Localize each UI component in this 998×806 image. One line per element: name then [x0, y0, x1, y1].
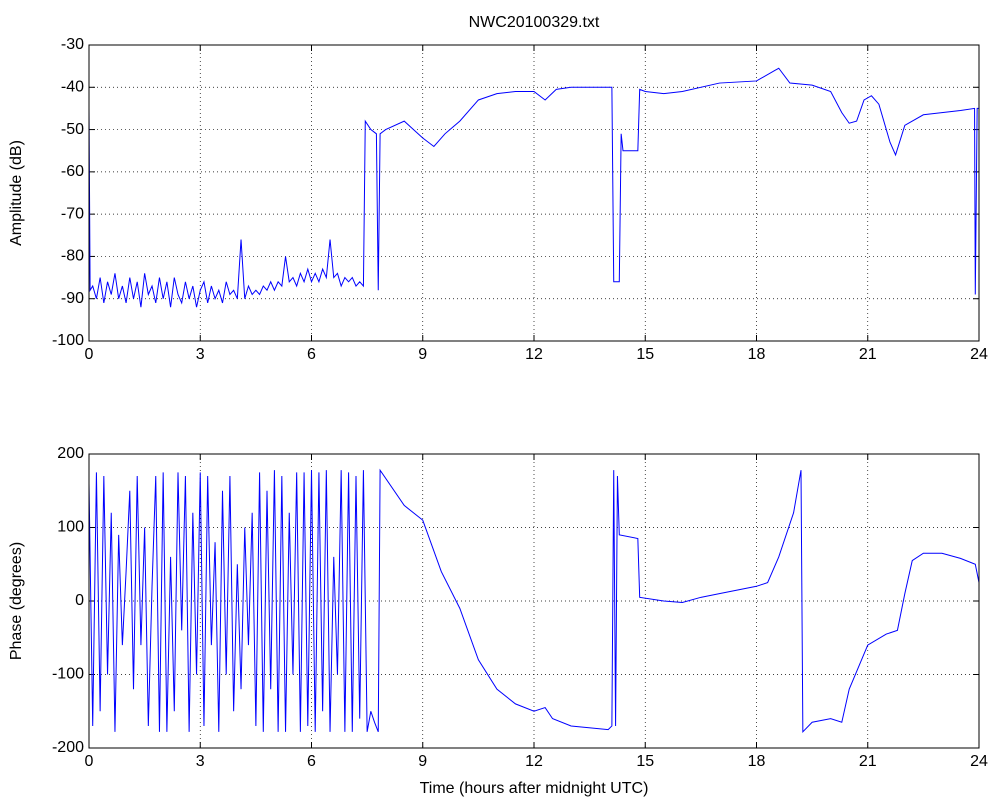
y-tick-label: -90 [61, 290, 84, 307]
y-tick-label: -100 [52, 332, 84, 349]
y-tick-label: -50 [61, 121, 84, 138]
x-tick-label: 6 [307, 753, 316, 770]
y-tick-label: -200 [52, 739, 84, 756]
y-tick-label: 0 [75, 592, 84, 609]
y-tick-label: -40 [61, 79, 84, 96]
x-tick-label: 24 [970, 346, 988, 363]
y-tick-label: -60 [61, 163, 84, 180]
x-tick-label: 15 [636, 346, 654, 363]
y-tick-label: -30 [61, 36, 84, 53]
axes-frame [88, 453, 980, 749]
x-tick-label: 15 [636, 753, 654, 770]
x-tick-label: 0 [85, 753, 94, 770]
x-tick-label: 21 [859, 753, 877, 770]
data-line [88, 67, 979, 308]
y-axis-label: Phase (degrees) [8, 542, 25, 660]
x-tick-label: 3 [196, 753, 205, 770]
y-axis-label: Amplitude (dB) [8, 140, 25, 246]
x-tick-label: 18 [748, 753, 766, 770]
x-tick-label: 18 [748, 346, 766, 363]
x-tick-label: 12 [525, 346, 543, 363]
y-tick-label: 100 [57, 519, 84, 536]
y-tick-label: -100 [52, 666, 84, 683]
x-tick-label: 3 [196, 346, 205, 363]
axes-frame [88, 44, 980, 342]
x-tick-label: 0 [85, 346, 94, 363]
x-tick-label: 21 [859, 346, 877, 363]
x-tick-label: 6 [307, 346, 316, 363]
data-line [88, 468, 980, 734]
y-tick-label: -70 [61, 205, 84, 222]
y-tick-label: 200 [57, 445, 84, 462]
chart-title: NWC20100329.txt [469, 14, 600, 31]
x-tick-label: 24 [970, 753, 988, 770]
x-tick-label: 9 [418, 346, 427, 363]
x-tick-label: 12 [525, 753, 543, 770]
x-axis-label: Time (hours after midnight UTC) [420, 780, 649, 797]
x-tick-label: 9 [418, 753, 427, 770]
y-tick-label: -80 [61, 248, 84, 265]
